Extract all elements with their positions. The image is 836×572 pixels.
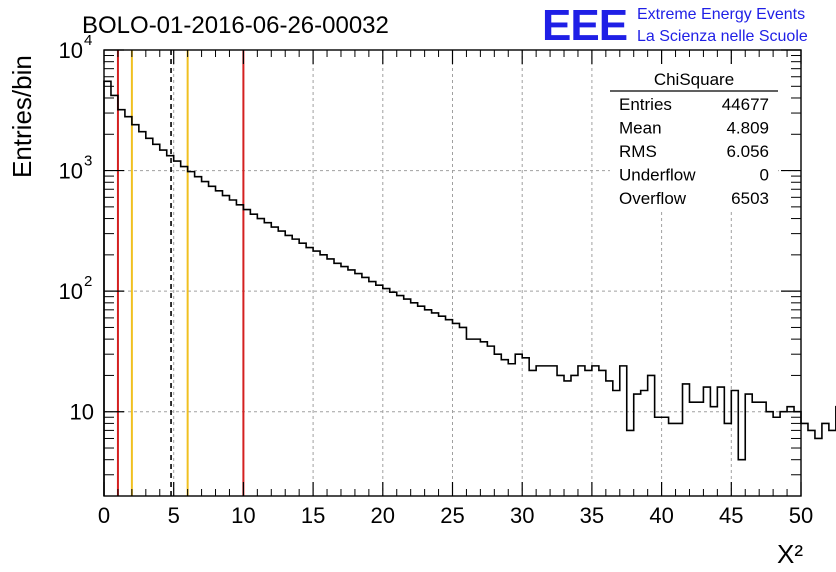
stats-row-label: RMS — [619, 142, 657, 161]
stats-row-value: 4.809 — [726, 119, 769, 138]
stats-title: ChiSquare — [654, 70, 734, 89]
brand-line-2: La Scienza nelle Scuole — [637, 28, 808, 45]
stats-box: ChiSquare Entries 44677 Mean 4.809 RMS 6.056 U… — [610, 64, 778, 212]
stats-row-label: Overflow — [619, 189, 687, 208]
x-tick-label: 20 — [371, 503, 395, 528]
x-tick-label: 45 — [719, 503, 743, 528]
y-tick-exponent: 3 — [84, 153, 92, 170]
x-tick-label: 15 — [301, 503, 325, 528]
y-tick-label: 10 — [59, 159, 83, 184]
x-tick-label: 5 — [168, 503, 180, 528]
y-axis-title: Entries/bin — [7, 55, 37, 178]
x-tick-label: 30 — [510, 503, 534, 528]
x-tick-labels: 0 5 10 15 20 25 30 35 40 45 50 — [98, 503, 813, 528]
x-tick-label: 40 — [649, 503, 673, 528]
y-tick-label: 10 — [70, 400, 94, 425]
brand-line-1: Extreme Energy Events — [637, 6, 805, 23]
stats-row-label: Mean — [619, 119, 662, 138]
y-tick-label: 10 — [59, 38, 83, 63]
y-tick-exponent: 2 — [84, 273, 92, 290]
chart-title: BOLO-01-2016-06-26-00032 — [82, 12, 389, 39]
y-tick-exponent: 4 — [84, 32, 92, 49]
x-tick-label: 25 — [440, 503, 464, 528]
stats-row-value: 44677 — [722, 95, 769, 114]
x-tick-label: 10 — [231, 503, 255, 528]
threshold-lines — [116, 50, 245, 496]
stats-row-label: Entries — [619, 95, 672, 114]
stats-row-value: 6503 — [731, 189, 769, 208]
stats-box-bg — [610, 64, 778, 212]
stats-row-value: 0 — [760, 166, 769, 185]
brand-block: EEE Extreme Energy Events La Scienza nel… — [542, 1, 808, 50]
stats-row-value: 6.056 — [726, 142, 769, 161]
y-tick-label: 10 — [59, 279, 83, 304]
stats-rows: Entries 44677 Mean 4.809 RMS 6.056 Underflow 0 O… — [619, 95, 769, 208]
x-tick-label: 35 — [580, 503, 604, 528]
x-tick-label: 0 — [98, 503, 110, 528]
axis-ticks — [103, 49, 802, 497]
x-axis-title: X² — [777, 539, 803, 569]
stats-row-label: Underflow — [619, 166, 696, 185]
x-tick-label: 50 — [789, 503, 813, 528]
eee-logo: EEE — [542, 1, 627, 50]
